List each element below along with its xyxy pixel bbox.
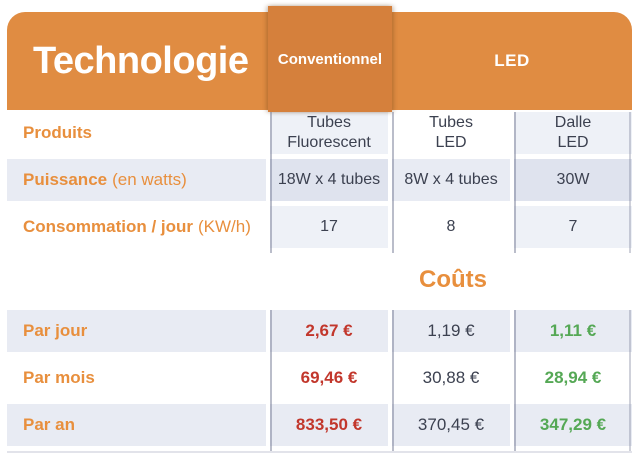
puissance-tubes-led: 8W x 4 tubes [392, 159, 514, 206]
produits-tubes-led: Tubes LED [392, 112, 514, 159]
consommation-label: Consommation / jour (KW/h) [7, 206, 270, 253]
consommation-conventionnel: 17 [270, 206, 392, 253]
row-par-jour: Par jour 2,67 € 1,19 € 1,11 € [7, 310, 632, 357]
column-separator [629, 112, 631, 253]
puissance-label: Puissance (en watts) [7, 159, 270, 206]
specs-section: Produits Tubes Fluorescent Tubes LED Dal… [7, 112, 632, 253]
column-separator [270, 112, 272, 253]
column-separator [514, 310, 516, 451]
produits-conventionnel: Tubes Fluorescent [270, 112, 392, 159]
par-mois-tubes-led: 30,88 € [392, 357, 514, 404]
header-conventionnel: Conventionnel [268, 6, 392, 112]
row-consommation: Consommation / jour (KW/h) 17 8 7 [7, 206, 632, 253]
par-an-dalle-led: 347,29 € [514, 404, 632, 451]
par-mois-dalle-led: 28,94 € [514, 357, 632, 404]
consommation-tubes-led: 8 [392, 206, 514, 253]
row-par-an: Par an 833,50 € 370,45 € 347,29 € [7, 404, 632, 451]
column-separator [270, 310, 272, 451]
table-header: Technologie Conventionnel LED [7, 6, 632, 112]
page-title: Technologie [33, 39, 249, 82]
par-jour-conventionnel: 2,67 € [270, 310, 392, 357]
column-separator [392, 310, 394, 451]
column-separator [392, 112, 394, 253]
costs-title-band: Coûts [7, 253, 632, 310]
row-produits: Produits Tubes Fluorescent Tubes LED Dal… [7, 112, 632, 159]
produits-label: Produits [7, 112, 270, 159]
column-separator [629, 310, 631, 451]
par-mois-conventionnel: 69,46 € [270, 357, 392, 404]
column-header-led: LED [494, 51, 530, 70]
comparison-table: Technologie Conventionnel LED Produits T… [7, 6, 632, 453]
costs-section: Par jour 2,67 € 1,19 € 1,11 € Par mois 6… [7, 310, 632, 451]
consommation-dalle-led: 7 [514, 206, 632, 253]
par-mois-label: Par mois [7, 357, 270, 404]
par-an-tubes-led: 370,45 € [392, 404, 514, 451]
par-jour-dalle-led: 1,11 € [514, 310, 632, 357]
header-technologie: Technologie [7, 12, 270, 110]
column-header-conventionnel: Conventionnel [277, 50, 383, 68]
column-separator [514, 112, 516, 253]
costs-section-title: Coûts [419, 266, 487, 293]
header-led: LED [392, 12, 632, 110]
par-jour-label: Par jour [7, 310, 270, 357]
produits-dalle-led: Dalle LED [514, 112, 632, 159]
par-an-conventionnel: 833,50 € [270, 404, 392, 451]
puissance-conventionnel: 18W x 4 tubes [270, 159, 392, 206]
par-an-label: Par an [7, 404, 270, 451]
puissance-dalle-led: 30W [514, 159, 632, 206]
par-jour-tubes-led: 1,19 € [392, 310, 514, 357]
table-bottom-edge [7, 451, 632, 453]
row-par-mois: Par mois 69,46 € 30,88 € 28,94 € [7, 357, 632, 404]
row-puissance: Puissance (en watts) 18W x 4 tubes 8W x … [7, 159, 632, 206]
